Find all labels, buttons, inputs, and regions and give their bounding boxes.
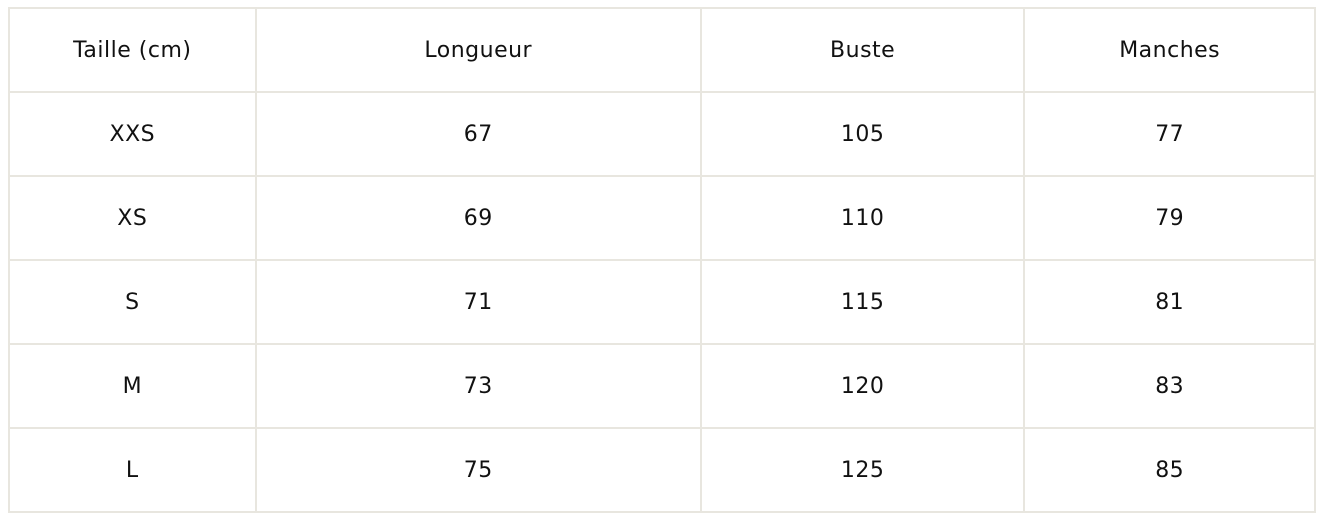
size-chart-table: Taille (cm) Longueur Buste Manches XXS 67… — [8, 7, 1316, 513]
header-row: Taille (cm) Longueur Buste Manches — [8, 7, 1316, 93]
cell-sleeves: 81 — [1023, 259, 1316, 345]
cell-size: XS — [8, 175, 257, 261]
cell-length: 71 — [254, 259, 702, 345]
cell-bust: 120 — [699, 343, 1026, 429]
cell-sleeves: 85 — [1023, 427, 1316, 513]
cell-bust: 110 — [699, 175, 1026, 261]
cell-size: XXS — [8, 91, 257, 177]
table-row: M 73 120 83 — [8, 343, 1316, 429]
header-size: Taille (cm) — [8, 7, 257, 93]
header-length: Longueur — [254, 7, 702, 93]
cell-length: 69 — [254, 175, 702, 261]
cell-size: M — [8, 343, 257, 429]
cell-sleeves: 77 — [1023, 91, 1316, 177]
table-row: XXS 67 105 77 — [8, 91, 1316, 177]
cell-sleeves: 83 — [1023, 343, 1316, 429]
table-row: S 71 115 81 — [8, 259, 1316, 345]
cell-size: S — [8, 259, 257, 345]
cell-length: 73 — [254, 343, 702, 429]
cell-size: L — [8, 427, 257, 513]
header-sleeves: Manches — [1023, 7, 1316, 93]
table-row: XS 69 110 79 — [8, 175, 1316, 261]
table-row: L 75 125 85 — [8, 427, 1316, 513]
cell-bust: 105 — [699, 91, 1026, 177]
header-bust: Buste — [699, 7, 1026, 93]
cell-sleeves: 79 — [1023, 175, 1316, 261]
cell-bust: 115 — [699, 259, 1026, 345]
cell-bust: 125 — [699, 427, 1026, 513]
cell-length: 67 — [254, 91, 702, 177]
cell-length: 75 — [254, 427, 702, 513]
